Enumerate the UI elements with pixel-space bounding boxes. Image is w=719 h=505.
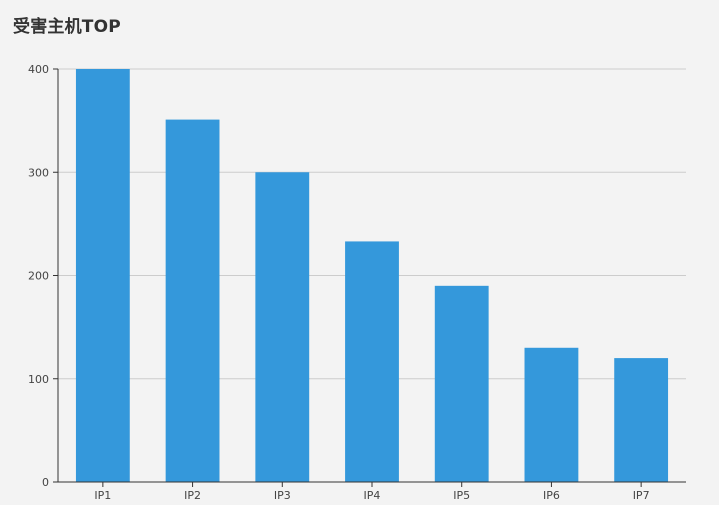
bar <box>434 285 489 482</box>
y-tick-label: 0 <box>42 476 49 489</box>
chart-title: 受害主机TOP <box>13 17 121 37</box>
x-tick-label: IP3 <box>274 489 291 502</box>
y-tick-label: 100 <box>28 373 49 386</box>
bar <box>345 241 399 482</box>
x-tick-label: IP4 <box>364 489 381 502</box>
x-tick-label: IP7 <box>633 489 650 502</box>
y-tick-label: 200 <box>28 270 49 283</box>
x-tick-label: IP1 <box>94 489 111 502</box>
bar <box>524 347 579 482</box>
bar <box>75 69 130 482</box>
bar <box>255 172 310 482</box>
y-tick-label: 400 <box>28 63 49 76</box>
bar <box>614 358 669 482</box>
x-tick-label: IP6 <box>543 489 560 502</box>
x-tick-label: IP2 <box>184 489 201 502</box>
y-tick-label: 300 <box>28 166 49 179</box>
bar <box>165 119 220 482</box>
x-tick-label: IP5 <box>453 489 470 502</box>
